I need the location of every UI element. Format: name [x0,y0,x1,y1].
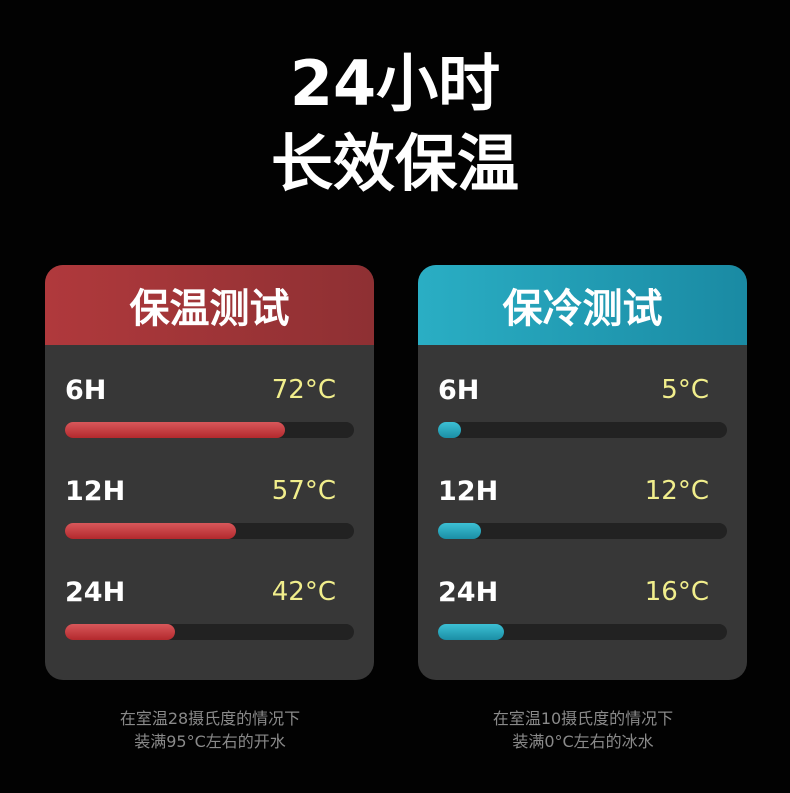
progress-track [65,422,354,438]
progress-fill [65,422,285,438]
test-row: 12H 12°C [438,476,727,546]
cold-retention-card: 保冷测试 6H 5°C 12H 12°C 24H 16°C [418,265,747,680]
title-line-2: 长效保温 [270,127,519,200]
test-row: 6H 72°C [65,375,354,445]
duration-label: 24H [65,577,126,608]
progress-fill [438,422,462,438]
test-row: 6H 5°C [438,375,727,445]
progress-track [438,422,727,438]
progress-track [65,523,354,539]
progress-fill [438,523,482,539]
progress-track [438,523,727,539]
temperature-value: 42°C [271,577,336,607]
temperature-value: 72°C [271,375,336,405]
test-row: 24H 42°C [65,577,354,647]
duration-label: 12H [438,476,499,507]
duration-label: 6H [65,375,107,406]
duration-label: 24H [438,577,499,608]
progress-fill [438,624,505,640]
cold-retention-header: 保冷测试 [418,265,747,345]
heat-retention-card: 保温测试 6H 72°C 12H 57°C 24H 42°C [45,265,374,680]
heat-retention-header: 保温测试 [45,265,374,345]
duration-label: 12H [65,476,126,507]
note-line: 在室温28摄氏度的情况下 [119,709,301,728]
note-line: 装满95°C左右的开水 [134,732,286,751]
cold-test-note: 在室温10摄氏度的情况下 装满0°C左右的冰水 [418,707,748,753]
test-row: 12H 57°C [65,476,354,546]
title-line-1: 24小时 [289,47,501,120]
progress-track [438,624,727,640]
temperature-value: 5°C [661,375,709,405]
temperature-value: 57°C [271,476,336,506]
progress-fill [65,624,175,640]
note-line: 在室温10摄氏度的情况下 [492,709,674,728]
test-row: 24H 16°C [438,577,727,647]
note-line: 装满0°C左右的冰水 [512,732,654,751]
temperature-value: 16°C [644,577,709,607]
temperature-value: 12°C [644,476,709,506]
progress-track [65,624,354,640]
duration-label: 6H [438,375,480,406]
heat-test-note: 在室温28摄氏度的情况下 装满95°C左右的开水 [45,707,375,753]
progress-fill [65,523,236,539]
